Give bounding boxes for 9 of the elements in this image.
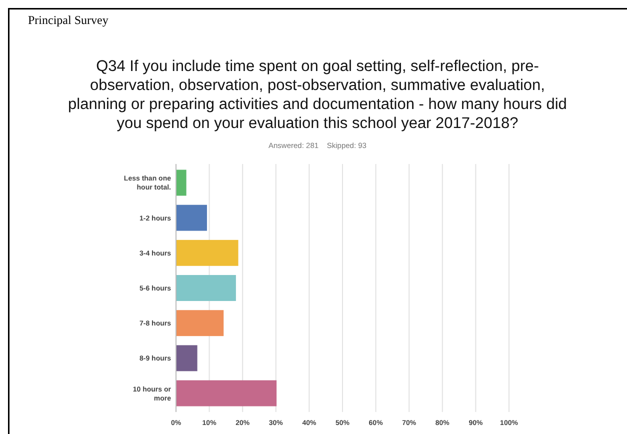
chart-title: Q34 If you include time spent on goal setting, self-reflection, pre-observation, observation, post-observation, summative evaluation, planning or preparing activities and documentation - how many hours did you spend on your evaluation this school year 2017-2018? [68,58,567,132]
bar [176,380,277,406]
bar [176,240,238,266]
text: Principal Survey [28,13,108,27]
bar [176,204,207,231]
bar [176,170,186,196]
bar [176,275,236,301]
bar [176,345,198,372]
bar [176,310,224,336]
